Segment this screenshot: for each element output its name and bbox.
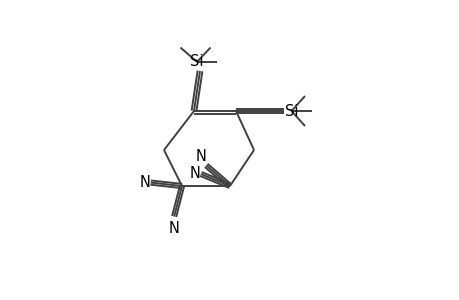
Text: Si: Si xyxy=(190,54,203,69)
Text: N: N xyxy=(195,149,206,164)
Text: Si: Si xyxy=(285,103,298,118)
Text: N: N xyxy=(140,175,151,190)
Text: N: N xyxy=(190,166,201,181)
Text: N: N xyxy=(168,221,179,236)
